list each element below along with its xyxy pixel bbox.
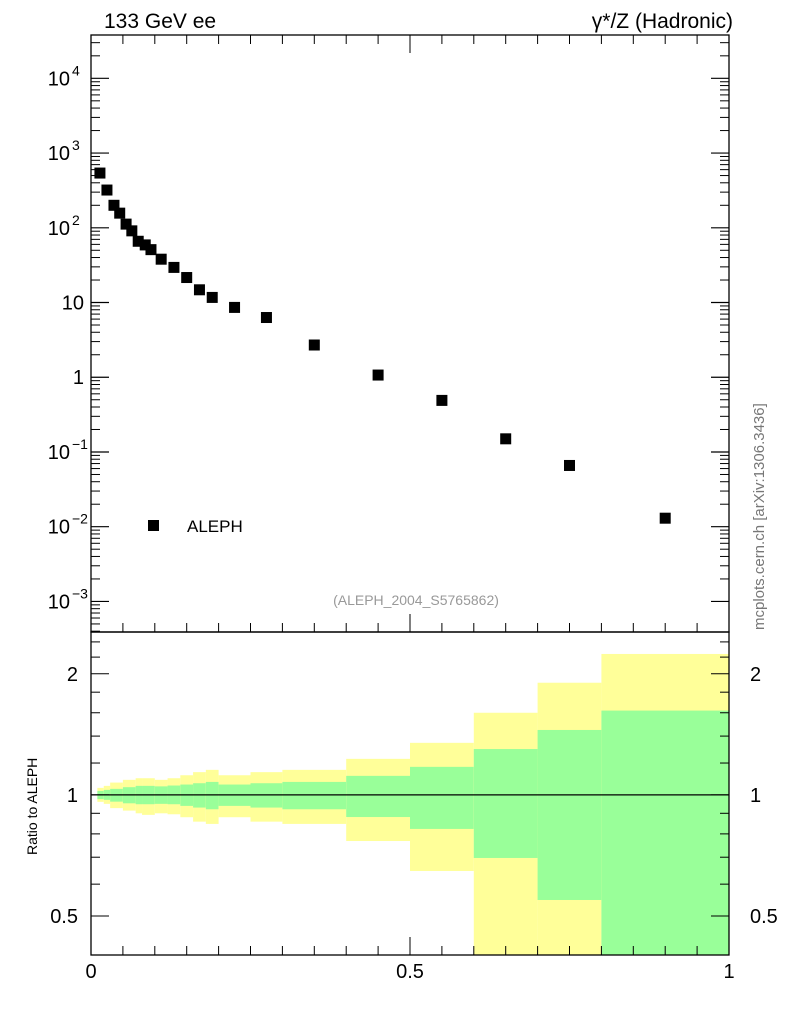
data-point	[260, 312, 272, 324]
data-point	[114, 207, 126, 219]
data-point	[139, 239, 151, 251]
ratio-y-tick-label: 0.5	[50, 906, 78, 928]
ratio-y-tick-label: 2	[67, 664, 78, 686]
data-point	[126, 225, 138, 237]
side-label: mcplots.cern.ch [arXiv:1306.3436]	[751, 403, 768, 630]
ratio-y-tick-label-right: 2	[750, 664, 761, 686]
main-panel-frame	[90, 34, 730, 633]
data-point	[229, 301, 241, 313]
y-tick-label: 10	[48, 218, 70, 240]
x-tick-label: 0	[85, 961, 96, 983]
inner-band-bin	[410, 766, 474, 829]
legend-marker	[148, 520, 159, 531]
data-points	[94, 167, 671, 524]
data-point	[659, 512, 671, 524]
data-point	[500, 433, 512, 445]
data-point	[168, 261, 180, 273]
y-tick-label: 10	[48, 591, 70, 613]
ratio-y-tick-label: 1	[67, 785, 78, 807]
ratio-panel-frame	[90, 631, 730, 956]
inner-band-bin	[473, 749, 538, 858]
title-left: 133 GeV ee	[104, 10, 216, 33]
y-tick-exponent: −1	[72, 436, 88, 452]
data-point	[155, 253, 167, 265]
inner-band-bin	[346, 775, 410, 818]
data-point	[564, 459, 575, 471]
ratio-y-label: Ratio to ALEPH	[24, 758, 40, 855]
y-tick-exponent: 3	[72, 137, 80, 153]
y-tick-exponent: −2	[72, 511, 88, 527]
data-point	[108, 199, 120, 211]
x-tick-label: 1	[723, 961, 734, 983]
data-point	[308, 339, 320, 351]
y-tick-exponent: −3	[72, 585, 88, 601]
inner-band-bin	[601, 710, 729, 955]
y-tick-exponent: 4	[72, 62, 80, 78]
inner-band-bin	[537, 729, 602, 900]
data-point	[436, 394, 448, 406]
ratio-y-tick-label-right: 0.5	[750, 906, 778, 928]
data-point	[181, 272, 193, 284]
y-tick-exponent: 2	[72, 212, 80, 228]
y-tick-label: 10	[62, 293, 84, 315]
y-tick-label: 10	[48, 68, 70, 90]
data-point	[94, 167, 106, 179]
data-point	[372, 369, 384, 381]
data-point	[132, 235, 144, 247]
inner-band-bin	[282, 781, 347, 810]
x-tick-label: 0.5	[396, 961, 424, 983]
y-tick-label: 10	[48, 442, 70, 464]
title-right: γ*/Z (Hadronic)	[592, 10, 733, 33]
ratio-bands	[97, 653, 729, 955]
y-tick-label: 10	[48, 517, 70, 539]
ratio-y-tick-label-right: 1	[750, 785, 761, 807]
y-tick-label: 1	[73, 367, 84, 389]
inner-band-bin	[205, 781, 219, 810]
data-point	[193, 284, 205, 296]
analysis-annotation: (ALEPH_2004_S5765862)	[333, 592, 499, 608]
y-tick-label: 10	[48, 143, 70, 165]
data-point	[206, 291, 218, 303]
data-point	[101, 184, 113, 196]
data-point	[145, 244, 157, 256]
legend-label: ALEPH	[187, 517, 243, 536]
data-point	[120, 218, 132, 230]
